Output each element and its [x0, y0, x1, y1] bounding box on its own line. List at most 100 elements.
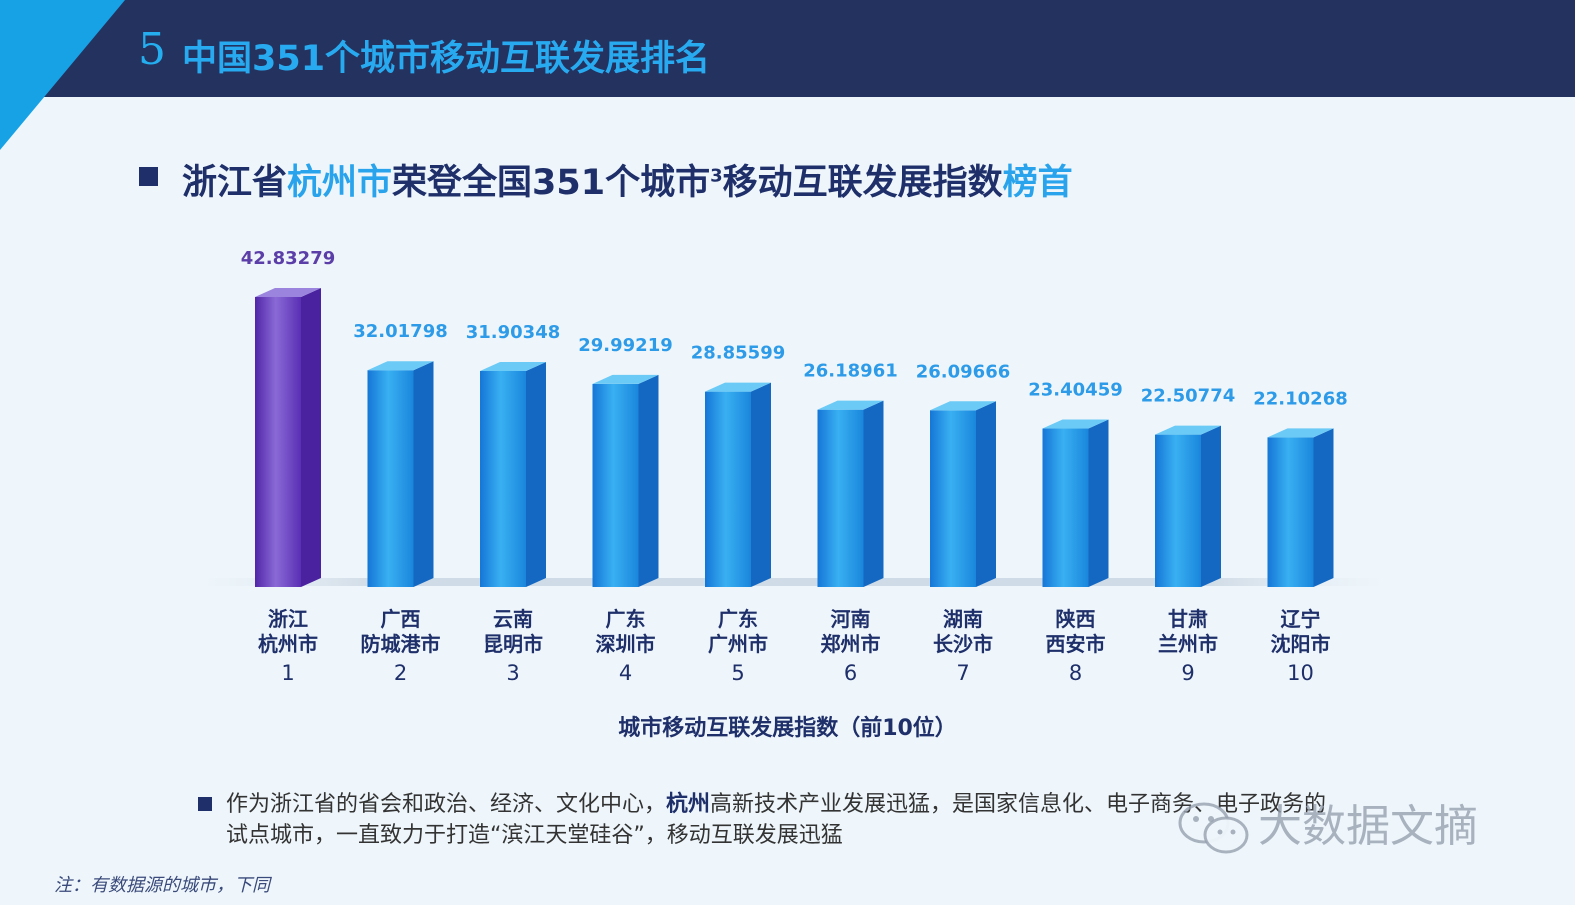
province-label-7: 湖南	[943, 607, 983, 631]
province-label-5: 广东	[718, 607, 758, 631]
bar-5	[705, 382, 771, 587]
rank-label-9: 9	[1181, 661, 1194, 685]
bar-6	[817, 400, 884, 587]
province-label-6: 河南	[831, 607, 871, 631]
bar-front	[817, 409, 864, 587]
chart-floor	[200, 578, 1385, 586]
watermark-text: 大数据文摘	[1258, 801, 1478, 852]
headline-highlight-top: 榜首	[1002, 163, 1073, 203]
bar-2	[367, 361, 434, 587]
bar-9	[1155, 425, 1221, 587]
headline-part1: 浙江省	[182, 163, 288, 203]
bar-1	[255, 288, 321, 587]
bar-side	[976, 401, 996, 587]
bar-top	[480, 361, 546, 371]
province-label-9: 甘肃	[1168, 607, 1208, 631]
province-label-2: 广西	[381, 607, 421, 631]
rank-label-6: 6	[844, 661, 857, 685]
bar-side	[1313, 428, 1334, 587]
value-label-7: 26.09666	[916, 361, 1011, 382]
bar-front	[1155, 434, 1201, 587]
bar-front	[255, 297, 301, 587]
value-label-6: 26.18961	[803, 361, 898, 382]
value-label-1: 42.83279	[241, 248, 336, 269]
bar-top	[1155, 425, 1221, 435]
headline-bullet	[139, 167, 158, 186]
city-label-2: 防城港市	[361, 632, 441, 656]
headline-footnote-mark: 3	[710, 165, 723, 187]
bar-front	[705, 391, 751, 587]
value-label-3: 31.90348	[466, 322, 561, 343]
bar-side	[751, 382, 771, 587]
bar-front	[1042, 428, 1089, 587]
value-label-10: 22.10268	[1253, 388, 1348, 409]
bar-3	[480, 361, 546, 587]
value-label-9: 22.50774	[1141, 386, 1236, 407]
value-label-2: 32.01798	[353, 321, 448, 342]
city-label-7: 长沙市	[933, 632, 993, 656]
province-label-3: 云南	[493, 607, 533, 631]
rank-label-7: 7	[956, 661, 969, 685]
city-label-8: 西安市	[1046, 632, 1106, 656]
bar-top	[592, 374, 659, 384]
watermark: 大数据文摘	[1178, 790, 1478, 857]
province-label-1: 浙江	[268, 607, 308, 631]
rank-label-10: 10	[1287, 661, 1314, 685]
value-label-5: 28.85599	[691, 343, 786, 364]
bar-top	[255, 288, 321, 297]
bar-side	[638, 374, 659, 587]
bar-side	[1201, 425, 1221, 587]
bullet-text-bold: 杭州	[666, 792, 711, 817]
headline-part2: 荣登全国351个城市	[392, 163, 711, 203]
rank-label-3: 3	[506, 661, 519, 685]
value-label-8: 23.40459	[1028, 380, 1123, 401]
bullet-text-part1: 作为浙江省的省会和政治、经济、文化中心，	[226, 792, 667, 817]
bar-front	[930, 410, 976, 587]
bar-front	[480, 370, 526, 587]
bar-side	[526, 361, 546, 587]
bar-top	[705, 382, 771, 392]
slide-title: 中国351个城市移动互联发展排名	[182, 39, 711, 79]
corner-accent	[0, 0, 125, 150]
bar-top	[1267, 428, 1334, 438]
province-label-8: 陕西	[1056, 607, 1096, 631]
footnote: 注：有数据源的城市，下同	[54, 875, 270, 896]
bar-top	[1042, 419, 1109, 429]
headline-highlight-city: 杭州市	[287, 163, 393, 203]
title-bar	[0, 0, 1575, 97]
bar-top	[930, 401, 996, 411]
bullet-marker	[198, 797, 212, 811]
bar-7	[930, 401, 996, 587]
rank-label-4: 4	[619, 661, 632, 685]
bar-top	[367, 361, 434, 371]
rank-label-2: 2	[394, 661, 407, 685]
bar-side	[1088, 419, 1109, 587]
city-label-9: 兰州市	[1158, 632, 1218, 656]
city-label-3: 昆明市	[483, 632, 543, 656]
slide-number: 5	[138, 24, 166, 75]
wechat-icon	[1178, 802, 1249, 854]
rank-label-5: 5	[731, 661, 744, 685]
rank-label-1: 1	[281, 661, 294, 685]
city-label-10: 沈阳市	[1271, 632, 1331, 656]
bar-top	[817, 400, 884, 410]
city-label-1: 杭州市	[258, 632, 318, 656]
city-label-6: 郑州市	[821, 632, 881, 656]
bar-front	[1267, 437, 1314, 587]
city-label-4: 深圳市	[596, 632, 656, 656]
bar-4	[592, 374, 659, 587]
bar-10	[1267, 428, 1334, 587]
city-label-5: 广州市	[708, 632, 768, 656]
x-axis-title: 城市移动互联发展指数（前10位）	[618, 716, 957, 741]
headline: 浙江省杭州市荣登全国351个城市3移动互联发展指数榜首	[182, 154, 1073, 205]
bar-front	[367, 370, 414, 587]
rank-label-8: 8	[1069, 661, 1082, 685]
province-label-4: 广东	[606, 607, 646, 631]
bar-8	[1042, 419, 1109, 587]
bar-front	[592, 383, 639, 587]
bar-side	[413, 361, 434, 587]
province-label-10: 辽宁	[1281, 607, 1321, 631]
bar-side	[863, 400, 884, 587]
value-label-4: 29.99219	[578, 335, 673, 356]
